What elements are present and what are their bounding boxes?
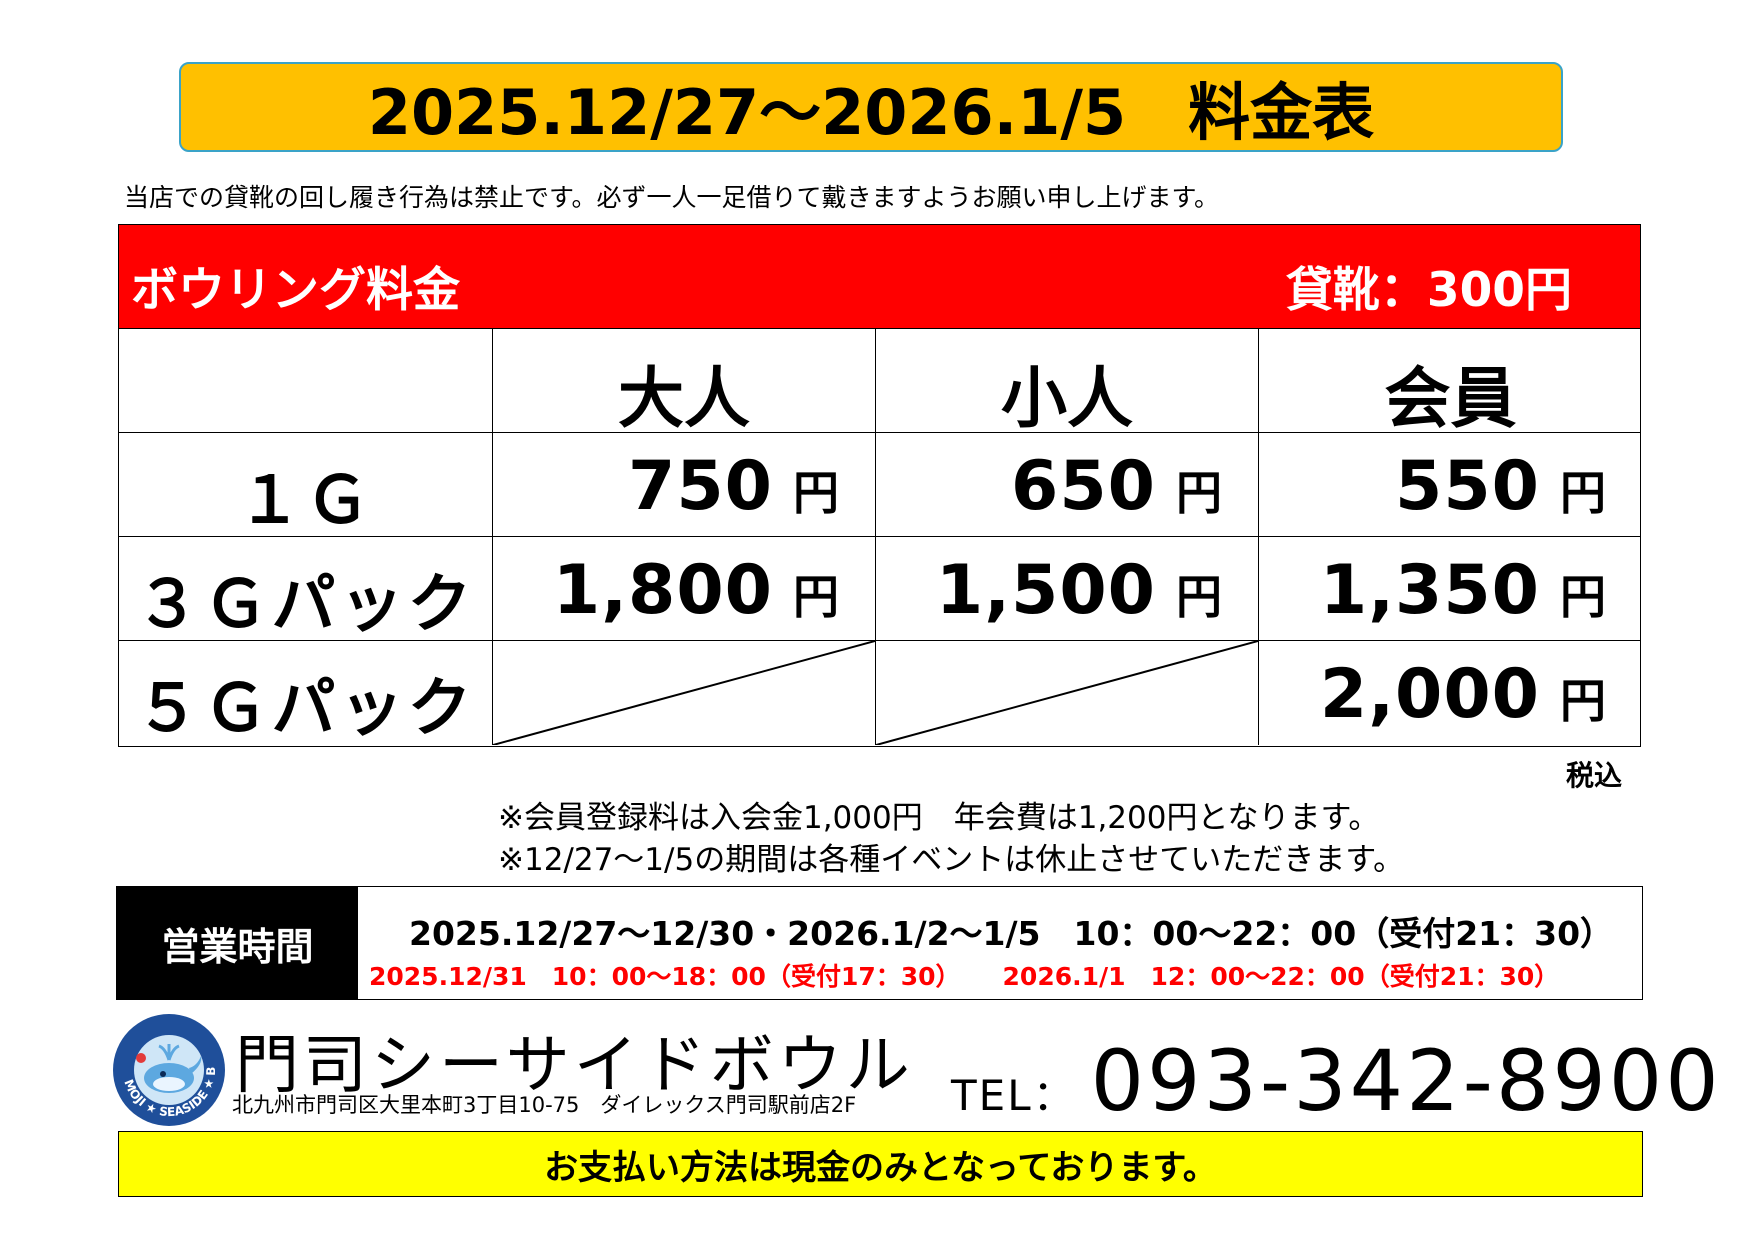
price-value: 550 <box>1395 447 1540 526</box>
hours-jan1: 2026.1/1 12：00～22：00（受付21：30） <box>1002 962 1560 991</box>
yen-unit: 円 <box>1560 674 1606 728</box>
tax-included-label: 税込 <box>1566 759 1623 792</box>
price-table-header: ボウリング料金 貸靴：300円 <box>119 225 1640 329</box>
price-cell: 1,350 円 <box>1258 537 1642 640</box>
bowling-fee-label: ボウリング料金 <box>131 263 460 318</box>
price-value: 750 <box>628 447 773 526</box>
table-header-row: 大人 小人 会員 <box>119 329 1642 437</box>
diagonal-slash <box>493 641 875 745</box>
company-name: 門司シーサイドボウル <box>235 1029 914 1103</box>
page-title: 2025.12/27～2026.1/5 料金表 <box>179 62 1563 152</box>
price-cell: 1,800 円 <box>492 537 875 640</box>
price-value: 650 <box>1011 447 1156 526</box>
column-header-child: 小人 <box>875 329 1258 437</box>
price-cell: 550 円 <box>1258 433 1642 536</box>
event-suspension-note: ※12/27～1/5の期間は各種イベントは休止させていただきます。 <box>498 842 1405 878</box>
hours-label: 営業時間 <box>117 887 358 999</box>
price-table: ボウリング料金 貸靴：300円 大人 小人 会員 １Ｇ 750 円 <box>118 224 1641 747</box>
payment-notice: お支払い方法は現金のみとなっております。 <box>118 1131 1643 1197</box>
yen-unit: 円 <box>1560 466 1606 520</box>
row-label: ３Ｇパック <box>135 568 476 642</box>
shoe-rental-fee: 貸靴：300円 <box>1285 263 1572 318</box>
row-label-cell: ３Ｇパック <box>119 537 492 642</box>
price-value: 2,000 <box>1319 655 1540 734</box>
row-label-cell: ５Ｇパック <box>119 641 492 746</box>
hours-regular: 2025.12/27～12/30・2026.1/2～1/5 10：00～22：0… <box>409 914 1614 953</box>
company-address: 北九州市門司区大里本町3丁目10-75 ダイレックス門司駅前店2F <box>232 1093 857 1117</box>
row-label: １Ｇ <box>237 464 374 538</box>
price-cell: 1,500 円 <box>875 537 1258 640</box>
table-row: １Ｇ 750 円 650 円 550 円 <box>119 433 1642 538</box>
table-row: ３Ｇパック 1,800 円 1,500 円 1,350 円 <box>119 537 1642 642</box>
yen-unit: 円 <box>793 570 839 624</box>
yen-unit: 円 <box>793 466 839 520</box>
diagonal-slash <box>876 641 1258 745</box>
price-cell: 650 円 <box>875 433 1258 536</box>
column-header-adult: 大人 <box>492 329 875 437</box>
price-value: 1,800 <box>552 551 773 630</box>
row-label: ５Ｇパック <box>135 672 476 746</box>
hours-special: 2025.12/31 10：00～18：00（受付17：30） 2026.1/1 … <box>369 957 1601 993</box>
yen-unit: 円 <box>1560 570 1606 624</box>
hours-dec31: 2025.12/31 10：00～18：00（受付17：30） <box>369 962 961 991</box>
price-value: 1,500 <box>935 551 1156 630</box>
shoe-notice: 当店での貸靴の回し履き行為は禁止です。必ず一人一足借りて戴きますようお願い申し上… <box>124 183 1220 212</box>
price-cell: 2,000 円 <box>1258 641 1642 745</box>
price-value: 1,350 <box>1319 551 1540 630</box>
table-row: ５Ｇパック 2,000 円 <box>119 641 1642 746</box>
corner-cell <box>119 329 492 432</box>
yen-unit: 円 <box>1176 570 1222 624</box>
tel-label: TEL： <box>951 1071 1077 1120</box>
business-hours: 営業時間 2025.12/27～12/30・2026.1/2～1/5 10：00… <box>116 886 1643 1000</box>
column-header-member: 会員 <box>1258 329 1642 437</box>
yen-unit: 円 <box>1176 466 1222 520</box>
price-cell: 750 円 <box>492 433 875 536</box>
telephone: TEL： 093-342-8900 <box>951 1032 1722 1130</box>
not-available-cell <box>875 641 1258 745</box>
tel-number: 093-342-8900 <box>1090 1032 1722 1130</box>
membership-fee-note: ※会員登録料は入会金1,000円 年会費は1,200円となります。 <box>498 800 1380 836</box>
row-label-cell: １Ｇ <box>119 433 492 538</box>
whale-logo-icon: MOJI ★ SEASIDE ★ BOWL <box>111 1012 225 1126</box>
not-available-cell <box>492 641 875 745</box>
